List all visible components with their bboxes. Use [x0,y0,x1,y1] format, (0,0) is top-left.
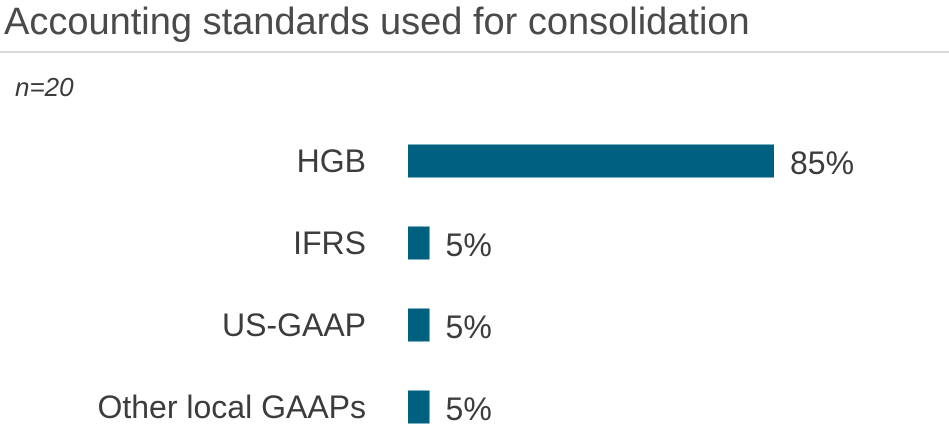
category-label-other-local-gaaps: Other local GAAPs [97,389,366,425]
bar-ifrs [408,226,430,260]
category-label-ifrs: IFRS [293,225,366,261]
bar-other-local-gaaps [408,390,430,424]
bar-us-gaap [408,308,430,342]
chart-title: Accounting standards used for consolidat… [4,1,750,43]
title-divider [0,51,949,53]
category-label-hgb: HGB [297,143,366,179]
category-label-us-gaap: US-GAAP [222,307,366,343]
value-label-other-local-gaaps: 5% [446,391,492,427]
value-label-hgb: 85% [790,145,854,181]
sample-size-note: n=20 [15,72,74,102]
value-label-us-gaap: 5% [446,309,492,345]
bar-hgb [408,144,774,178]
value-label-ifrs: 5% [446,227,492,263]
